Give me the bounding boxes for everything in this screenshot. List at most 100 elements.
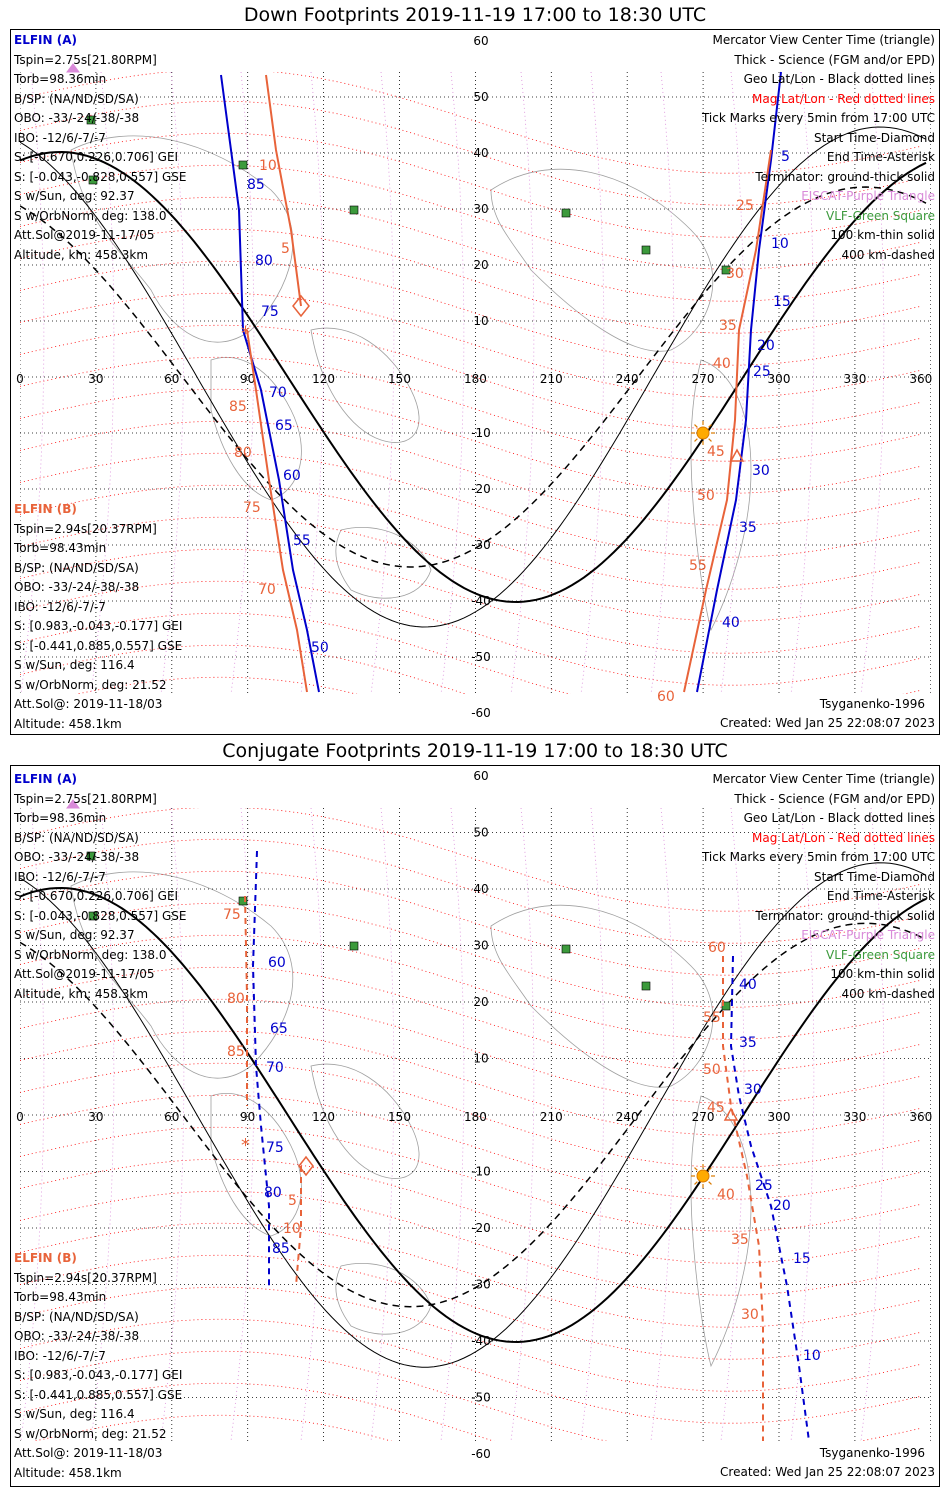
elfin-b-track-west-north <box>265 74 302 307</box>
vlf-square-icon <box>238 160 248 170</box>
elfin-b-track-west <box>244 895 248 1106</box>
mag-parallel <box>20 838 921 944</box>
info-line: Torb=98.36min <box>14 72 107 86</box>
elfin-a-tick-label: 15 <box>793 1251 811 1267</box>
lat-tick-label: 60 <box>473 34 488 48</box>
elfin-b-tick-label: 60 <box>708 940 726 956</box>
lat-tick-label: 20 <box>473 995 488 1009</box>
info-line: IBO: -12/6/-7/-7 <box>14 1348 106 1363</box>
info-line: IBO: -12/6/-7/-7 <box>14 869 106 884</box>
info-line: S w/OrbNorm, deg: 138.0 <box>14 947 167 962</box>
mag-parallel <box>20 324 921 430</box>
vlf-square-icon <box>641 245 651 255</box>
info-line: Tspin=2.75s[21.80RPM] <box>14 52 157 67</box>
sun-ray <box>694 1181 698 1185</box>
mag-parallel <box>20 1286 921 1392</box>
lat-tick-label: 10 <box>473 314 488 328</box>
vlf-square-icon <box>641 981 651 991</box>
lat-tick-label: 50 <box>473 90 488 104</box>
legend-item: Start Time-Diamond <box>813 869 935 884</box>
lon-tick-label: 330 <box>843 372 866 386</box>
elfin-b-tick-label: 25 <box>736 198 754 214</box>
mag-parallel <box>20 516 921 622</box>
lon-tick-label: 120 <box>312 1110 335 1124</box>
elfin-a-tick-label: 40 <box>722 615 740 631</box>
info-line: B/SP: (NA/ND/SD/SA) <box>14 830 139 845</box>
vlf-square-icon <box>86 115 96 125</box>
info-line: Altitude, km: 458.3km <box>14 986 149 1001</box>
mag-meridian <box>20 808 45 1441</box>
elfin-a-tick-label: 60 <box>283 468 301 484</box>
mag-parallel <box>20 1030 921 1136</box>
info-line: Altitude: 458.1km <box>14 716 122 731</box>
elfin-b-tick-label: 85 <box>227 1044 245 1060</box>
mag-parallel <box>20 452 921 558</box>
elfin-a-tick-label: 70 <box>266 1060 284 1076</box>
lon-tick-label: 330 <box>843 1110 866 1124</box>
mag-parallel <box>20 420 921 526</box>
elfin-a-track-west <box>251 850 270 1286</box>
lat-tick-label: -40 <box>471 594 491 608</box>
mag-meridian <box>440 72 465 694</box>
info-line: Torb=98.43min <box>14 541 107 555</box>
lon-tick-label: 300 <box>768 372 791 386</box>
coastline <box>335 1263 432 1335</box>
mag-meridian <box>720 808 745 1441</box>
elfin-a-tick-label: 40 <box>739 977 757 993</box>
legend-item: 400 km-dashed <box>841 986 935 1001</box>
mag-parallel <box>20 966 921 1072</box>
legend-item: Tick Marks every 5min from 17:00 UTC <box>701 111 935 125</box>
elfin-b-tick-label: 75 <box>243 500 261 516</box>
coastline <box>335 527 432 599</box>
info-line: Att.Sol@: 2019-11-18/03 <box>14 1446 163 1460</box>
triangle-icon <box>723 1107 739 1121</box>
mag-parallel <box>20 808 921 912</box>
lat-tick-label: 40 <box>473 882 488 896</box>
elfin-a-info: ELFIN (A) Tspin=2.75s[21.80RPM] Torb=98.… <box>14 770 187 1004</box>
legend-item: Terminator: ground-thick solid <box>755 169 935 184</box>
elfin-a-tick-label: 65 <box>270 1021 288 1037</box>
mag-parallel <box>20 1382 495 1441</box>
info-line: Tspin=2.94s[20.37RPM] <box>14 521 157 536</box>
mag-meridian <box>160 72 185 694</box>
lon-tick-label: 30 <box>88 372 103 386</box>
elfin-a-tick-label: 30 <box>744 1082 762 1098</box>
mag-parallel <box>20 934 921 1040</box>
lat-tick-label: -60 <box>471 1447 491 1461</box>
mag-parallel <box>20 1318 921 1424</box>
elfin-a-label: ELFIN (A) <box>14 772 77 786</box>
info-line: B/SP: (NA/ND/SD/SA) <box>14 1309 139 1324</box>
info-line: Torb=98.36min <box>14 811 107 825</box>
elfin-a-tick-label: 25 <box>753 364 771 380</box>
mag-parallel <box>20 292 921 398</box>
info-line: S: [-0.043,-0.828,0.557] GSE <box>14 169 187 184</box>
terminator-400km <box>20 922 927 1308</box>
sun-ray <box>708 424 712 428</box>
info-line: S: [-0.441,0.885,0.557] GSE <box>14 1387 183 1402</box>
coastline <box>210 1093 302 1237</box>
mag-meridian <box>790 72 815 694</box>
lon-tick-label: 210 <box>540 1110 563 1124</box>
terminator-100km <box>20 126 927 628</box>
info-line: OBO: -33/-24/-38/-38 <box>14 580 140 594</box>
info-line: IBO: -12/6/-7/-7 <box>14 130 106 145</box>
info-line: S w/OrbNorm, deg: 21.52 <box>14 677 167 692</box>
elfin-b-track-west-south <box>295 1166 302 1287</box>
elfin-a-tick-label: 15 <box>773 294 791 310</box>
elfin-b-tick-label: 60 <box>657 689 675 705</box>
info-line: S w/Sun, deg: 116.4 <box>14 658 135 672</box>
info-line: S: [0.983,-0.043,-0.177] GEI <box>14 1368 183 1382</box>
lat-tick-label: 30 <box>473 939 488 953</box>
coastline <box>490 168 714 352</box>
mag-parallel <box>20 164 921 270</box>
panel-title: Down Footprints 2019-11-19 17:00 to 18:3… <box>243 4 707 26</box>
info-line: S: [-0.043,-0.828,0.557] GSE <box>14 908 187 923</box>
lat-tick-label: -30 <box>471 1278 491 1292</box>
coastline <box>310 1063 420 1179</box>
lon-tick-label: 300 <box>768 1110 791 1124</box>
vlf-square-icon <box>86 851 96 861</box>
legend-item: EISCAT-Purple Triangle <box>801 928 935 942</box>
sun-ray <box>708 1167 712 1171</box>
lat-tick-label: -60 <box>471 706 491 720</box>
legend-item: Mercator View Center Time (triangle) <box>712 772 935 786</box>
